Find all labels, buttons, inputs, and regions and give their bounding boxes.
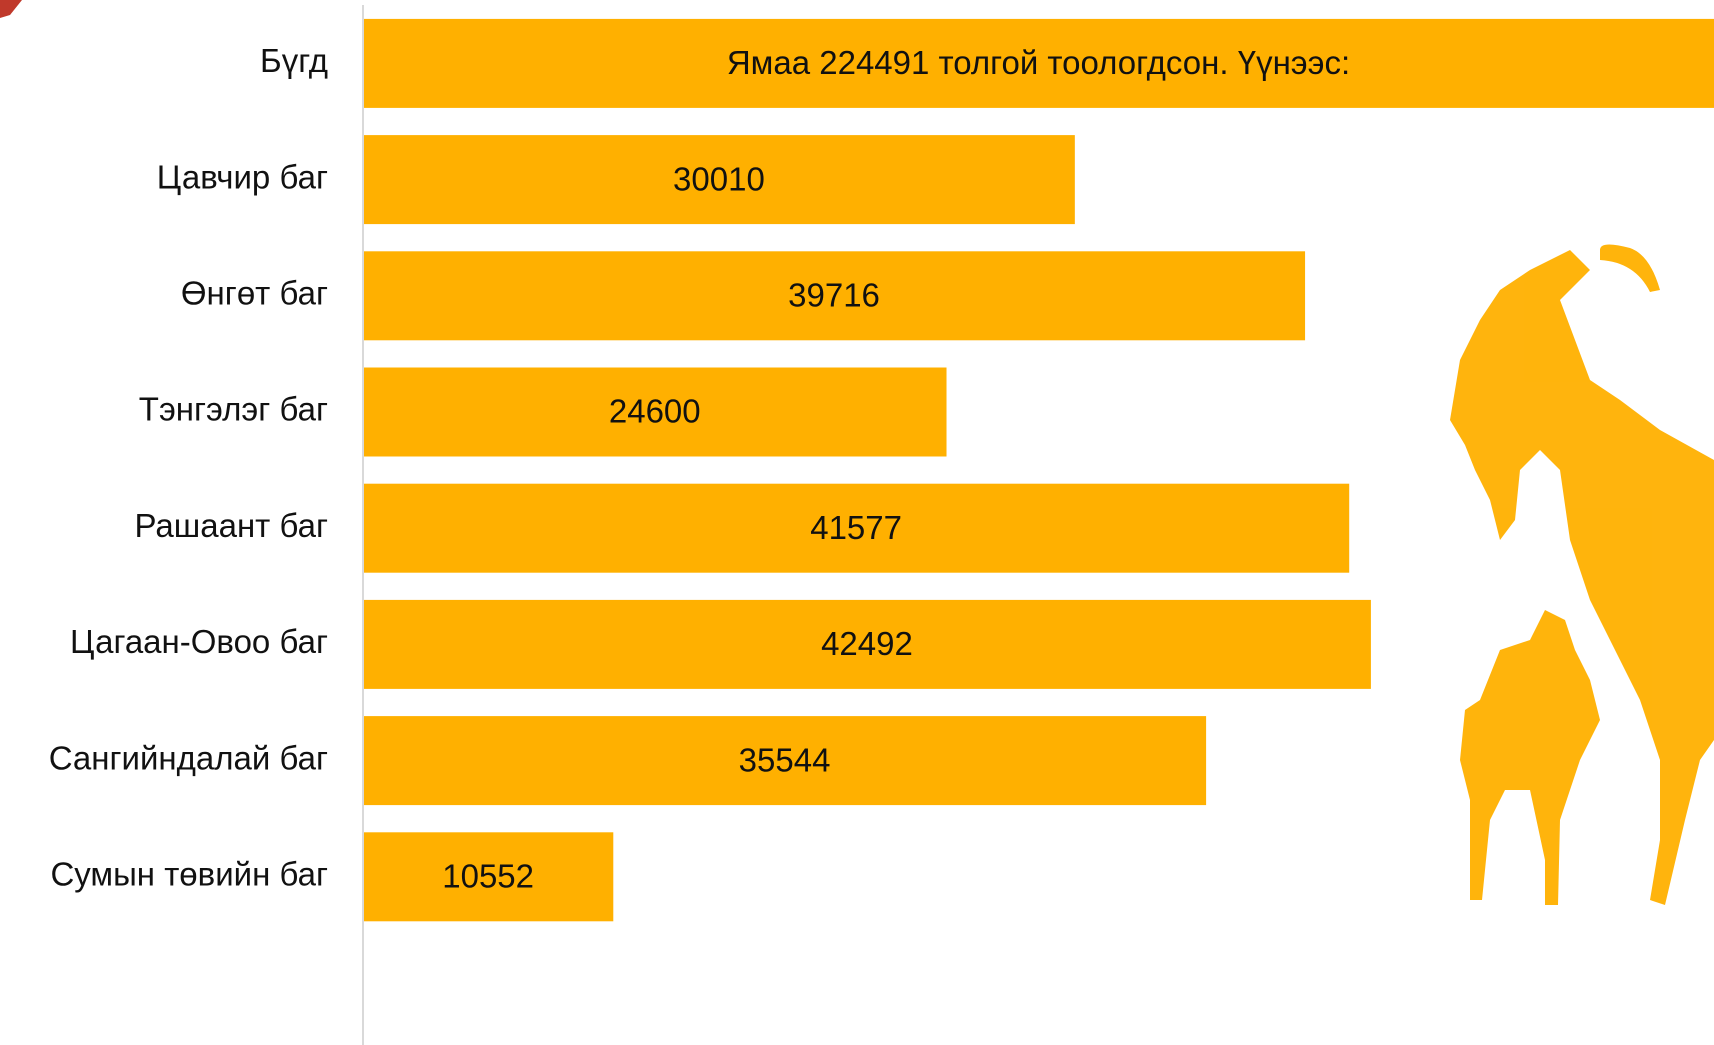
logo (0, 0, 22, 18)
y-tick-label: Тэнгэлэг баг (139, 391, 328, 428)
y-tick-label: Сангийндалай баг (49, 739, 328, 776)
data-label: 10552 (442, 858, 534, 895)
data-label: Ямаа 224491 толгой тоологдсон. Үүнээс: (727, 44, 1350, 81)
data-label: 39716 (788, 277, 880, 314)
y-tick-label: Өнгөт баг (181, 275, 328, 312)
y-tick-label: Сумын төвийн баг (50, 856, 328, 893)
y-tick-label: Цавчир баг (157, 158, 328, 195)
y-tick-label: Цагаан-Овоо баг (70, 623, 328, 660)
page: Бүгд Ямаа 224491 толгой тоологдсон. Үүнээ… (0, 0, 1714, 1045)
data-label: 42492 (821, 625, 913, 662)
y-tick-label: Рашаант баг (135, 507, 329, 544)
data-label: 41577 (810, 509, 902, 546)
data-label: 35544 (739, 741, 831, 778)
data-label: 24600 (609, 393, 701, 430)
y-tick-label: Бүгд (260, 42, 328, 79)
chart: Бүгд Ямаа 224491 толгой тоологдсон. Үүнээ… (0, 0, 1714, 1045)
goat-illustration (1450, 244, 1714, 905)
data-label: 30010 (673, 160, 765, 197)
